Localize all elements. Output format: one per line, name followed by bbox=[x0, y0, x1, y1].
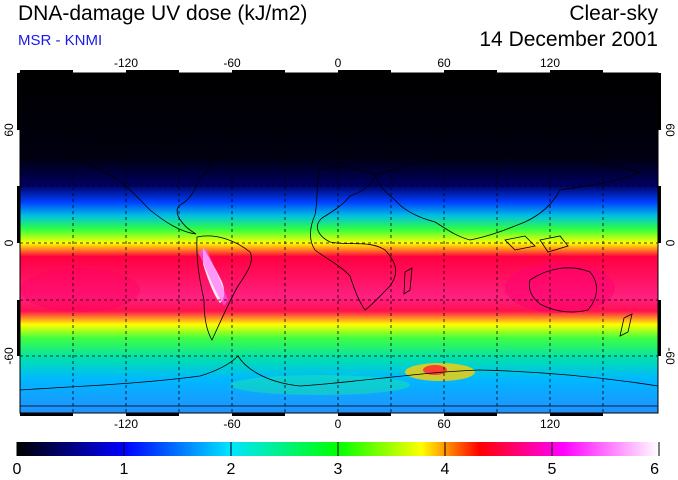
colorbar-label: 0 bbox=[13, 461, 22, 478]
graticule bbox=[20, 73, 658, 413]
lat-tick-right: -60 bbox=[663, 347, 677, 365]
map-title: DNA-damage UV dose (kJ/m2) bbox=[18, 2, 308, 25]
lon-tick-top: 0 bbox=[335, 56, 342, 70]
lon-tick-top: 60 bbox=[437, 56, 451, 70]
date-label: 14 December 2001 bbox=[479, 28, 658, 51]
lon-tick-bottom: -120 bbox=[114, 417, 138, 431]
colorbar-ticks bbox=[16, 442, 660, 456]
colorbar-label: 1 bbox=[120, 461, 129, 478]
lon-tick-top: -120 bbox=[114, 56, 138, 70]
lat-tick-right: 0 bbox=[663, 240, 677, 247]
lon-tick-bottom: 60 bbox=[437, 417, 451, 431]
lat-tick-left: 60 bbox=[2, 123, 16, 137]
colorbar-label: 3 bbox=[334, 461, 343, 478]
lon-tick-bottom: -60 bbox=[223, 417, 241, 431]
lon-tick-top: -60 bbox=[223, 56, 241, 70]
lon-tick-top: 120 bbox=[540, 56, 560, 70]
lon-tick-bottom: 0 bbox=[335, 417, 342, 431]
colorbar-label: 4 bbox=[441, 461, 450, 478]
colorbar-label: 2 bbox=[227, 461, 236, 478]
lat-tick-left: -60 bbox=[2, 347, 16, 365]
lat-tick-right: 60 bbox=[663, 123, 677, 137]
uv-field-features bbox=[20, 248, 615, 395]
sky-condition-label: Clear-sky bbox=[569, 2, 658, 25]
colorbar-label: 5 bbox=[548, 461, 557, 478]
map-frame bbox=[17, 70, 661, 416]
lon-tick-bottom: 120 bbox=[540, 417, 560, 431]
colorbar-label: 6 bbox=[650, 461, 659, 478]
lat-tick-left: 0 bbox=[2, 239, 16, 246]
source-label: MSR - KNMI bbox=[18, 32, 103, 49]
